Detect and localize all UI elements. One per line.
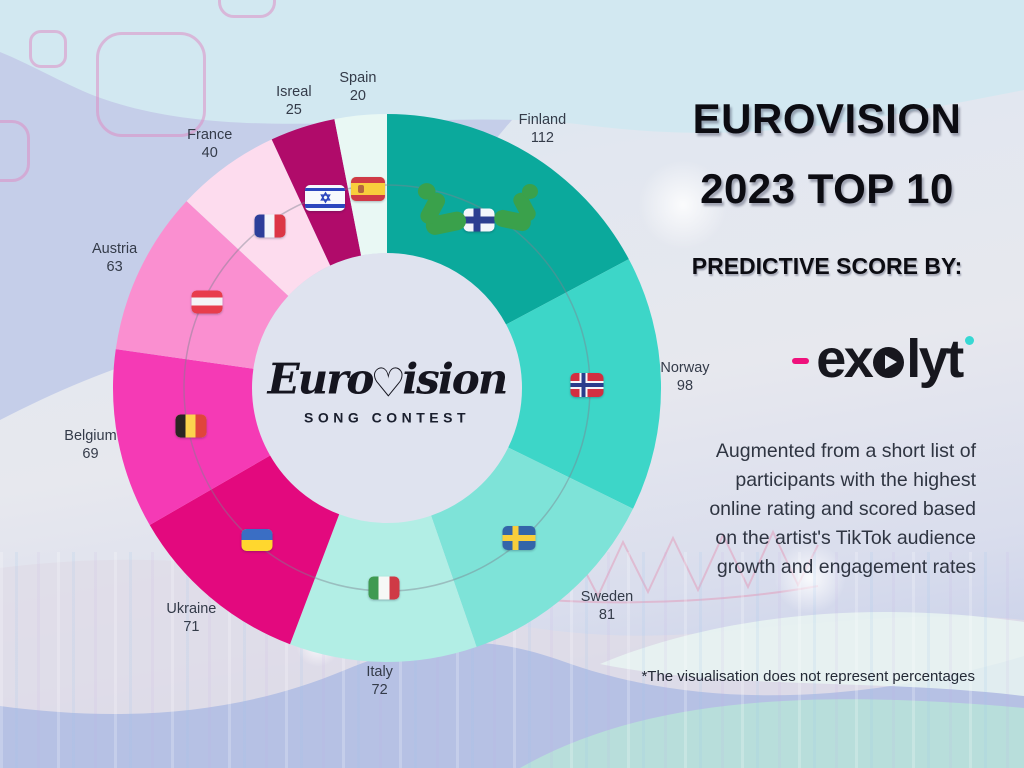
country-name: Belgium bbox=[64, 428, 117, 445]
country-name: Spain bbox=[339, 70, 377, 87]
segment-label-france: France 40 bbox=[187, 126, 232, 162]
eurovision-tagline: SONG CONTEST bbox=[303, 409, 471, 426]
country-name: Austria bbox=[92, 240, 138, 257]
segment-label-ukraine: Ukraine 71 bbox=[166, 600, 216, 636]
description-line: growth and engagement rates bbox=[716, 556, 976, 578]
segment-label-austria: Austria 63 bbox=[92, 240, 137, 276]
play-button-icon bbox=[873, 347, 905, 378]
description-line: online rating and scored based bbox=[709, 498, 976, 520]
title-line2: 2023 TOP 10 bbox=[700, 165, 954, 212]
flag-belgium-icon bbox=[175, 414, 207, 438]
country-name: Italy bbox=[366, 663, 393, 680]
segment-label-norway: Norway 98 bbox=[660, 359, 709, 395]
donut-hole bbox=[252, 253, 522, 523]
country-score: 40 bbox=[201, 144, 218, 161]
decor-square bbox=[29, 30, 67, 68]
country-score: 63 bbox=[106, 258, 123, 275]
flag-france-icon bbox=[254, 214, 286, 238]
segment-label-finland: Finland 112 bbox=[519, 111, 567, 147]
eurovision-logo: Euro♡ision SONG CONTEST bbox=[267, 354, 509, 426]
page-title: EUROVISION 2023 TOP 10 bbox=[630, 84, 1024, 224]
flag-austria-icon bbox=[191, 290, 223, 314]
light-glow bbox=[774, 542, 846, 614]
country-name: France bbox=[187, 126, 233, 143]
flag-israel-icon bbox=[305, 184, 346, 211]
subtitle: PREDICTIVE SCORE BY: bbox=[691, 253, 963, 279]
country-name: Sweden bbox=[580, 589, 634, 606]
description-line: on the artist's TikTok audience bbox=[715, 527, 976, 549]
footnote: *The visualisation does not represent pe… bbox=[641, 668, 975, 685]
eurovision-wordmark: Euro♡ision bbox=[267, 354, 509, 407]
flag-ukraine-icon bbox=[241, 529, 273, 552]
pink-dash-icon bbox=[792, 358, 810, 364]
country-score: 81 bbox=[598, 607, 616, 624]
muscle-arm-icon bbox=[492, 184, 540, 242]
country-score: 71 bbox=[183, 619, 200, 636]
brand-wordmark: ex lyt bbox=[816, 329, 964, 389]
country-score: 69 bbox=[82, 446, 99, 463]
country-name: Norway bbox=[660, 359, 710, 376]
title-line1: EUROVISION bbox=[692, 95, 962, 142]
teal-dot-icon bbox=[964, 336, 974, 345]
exolyt-logo: ex lyt bbox=[696, 328, 1024, 390]
light-glow bbox=[638, 160, 728, 250]
methodology-description: Augmented from a short list of participa… bbox=[709, 437, 976, 582]
segment-label-spain: Spain 20 bbox=[339, 69, 376, 105]
segment-label-italy: Italy 72 bbox=[366, 663, 393, 699]
country-score: 112 bbox=[530, 130, 554, 147]
country-name: Ukraine bbox=[166, 601, 217, 618]
segment-label-israel: Isreal 25 bbox=[276, 83, 311, 119]
country-score: 72 bbox=[371, 681, 388, 698]
decor-square bbox=[96, 32, 206, 137]
flag-spain-icon bbox=[350, 176, 385, 201]
country-score: 25 bbox=[285, 101, 302, 118]
segment-label-sweden: Sweden 81 bbox=[581, 588, 633, 624]
description-line: Augmented from a short list of bbox=[715, 440, 976, 462]
country-score: 98 bbox=[676, 377, 694, 394]
segment-label-belgium: Belgium 69 bbox=[64, 427, 116, 463]
flag-sweden-icon bbox=[502, 525, 536, 550]
country-name: Isreal bbox=[276, 83, 312, 100]
flag-italy-icon bbox=[368, 576, 400, 600]
flag-finland-icon bbox=[463, 208, 495, 231]
segment-austria bbox=[115, 201, 289, 369]
decor-square bbox=[0, 120, 30, 182]
country-score: 20 bbox=[349, 88, 366, 105]
country-name: Finland bbox=[518, 112, 567, 129]
heart-icon: ♡ bbox=[370, 360, 406, 407]
description-line: participants with the highest bbox=[735, 469, 976, 491]
flag-norway-icon bbox=[570, 372, 604, 397]
muscle-arm-icon bbox=[416, 183, 468, 247]
